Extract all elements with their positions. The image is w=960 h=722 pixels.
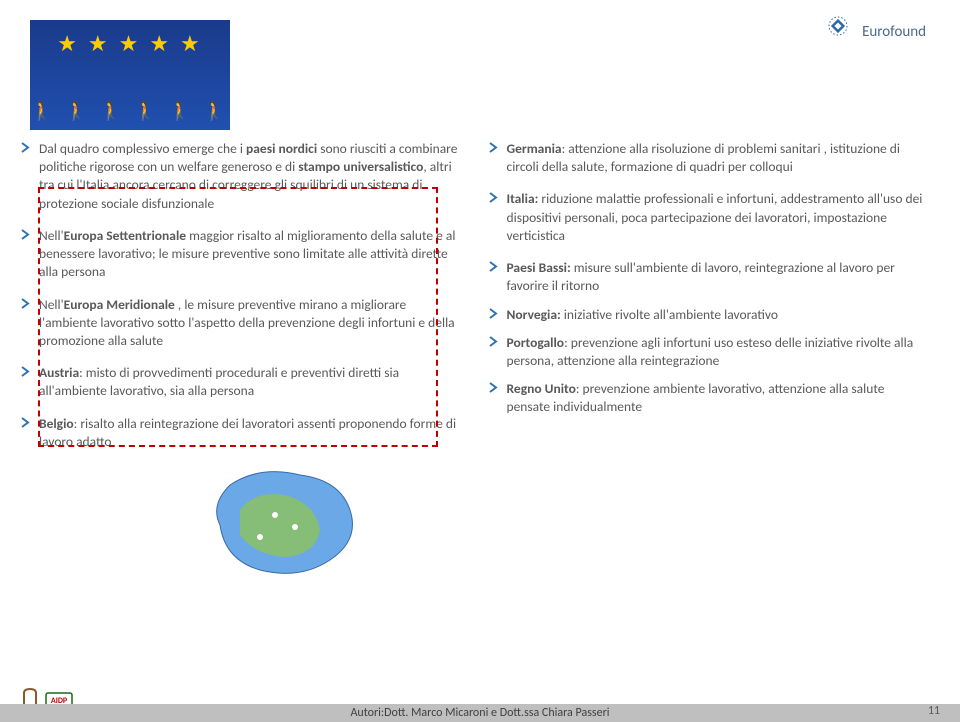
bullet-item: Nell'Europa Meridionale , le misure prev… (20, 296, 463, 351)
bullet-item: Norvegia: iniziative rivolte all'ambient… (488, 306, 931, 324)
eurofound-icon (820, 14, 856, 50)
bullet-text: Dal quadro complessivo emerge che i paes… (39, 140, 463, 213)
bullet-text: Italia: riduzione malattie professionali… (507, 190, 931, 245)
bullet-text: Norvegia: iniziative rivolte all'ambient… (507, 306, 931, 324)
bullet-text: Nell'Europa Settentrionale maggior risal… (39, 227, 463, 282)
bullet-text: Regno Unito: prevenzione ambiente lavora… (507, 380, 931, 416)
chevron-bullet-icon (20, 142, 31, 213)
eu-flag-illustration: ★ ★ ★ ★ ★ 🚶 🚶 🚶 🚶 🚶 🚶 (30, 20, 230, 130)
chevron-bullet-icon (488, 336, 499, 370)
bullet-item: Austria: misto di provvedimenti procedur… (20, 364, 463, 400)
bullet-item: Belgio: risalto alla reintegrazione dei … (20, 415, 463, 451)
chevron-bullet-icon (20, 417, 31, 451)
chevron-bullet-icon (488, 261, 499, 295)
chevron-bullet-icon (20, 366, 31, 400)
bullet-item: Nell'Europa Settentrionale maggior risal… (20, 227, 463, 282)
bullet-item: Paesi Bassi: misure sull'ambiente di lav… (488, 259, 931, 295)
eurofound-logo: Eurofound (820, 14, 926, 50)
bullet-item: Germania: attenzione alla risoluzione di… (488, 140, 931, 176)
bullet-text: Germania: attenzione alla risoluzione di… (507, 140, 931, 176)
chevron-bullet-icon (488, 308, 499, 324)
bullet-text: Nell'Europa Meridionale , le misure prev… (39, 296, 463, 351)
bullet-item: Portogallo: prevenzione agli infortuni u… (488, 334, 931, 370)
bullet-text: Austria: misto di provvedimenti procedur… (39, 364, 463, 400)
slide-content: ★ ★ ★ ★ ★ 🚶 🚶 🚶 🚶 🚶 🚶 Dal quadro comples… (0, 0, 960, 585)
bullet-item: Dal quadro complessivo emerge che i paes… (20, 140, 463, 213)
right-column: Germania: attenzione alla risoluzione di… (488, 20, 931, 585)
eurofound-label: Eurofound (862, 23, 926, 41)
chevron-bullet-icon (488, 192, 499, 245)
europe-map-illustration (200, 455, 370, 585)
right-bullet-list: Germania: attenzione alla risoluzione di… (488, 140, 931, 417)
bullet-text: Belgio: risalto alla reintegrazione dei … (39, 415, 463, 451)
bullet-text: Portogallo: prevenzione agli infortuni u… (507, 334, 931, 370)
left-bullet-list: Dal quadro complessivo emerge che i paes… (20, 140, 463, 451)
bullet-item: Regno Unito: prevenzione ambiente lavora… (488, 380, 931, 416)
chevron-bullet-icon (20, 229, 31, 282)
footer-author-bar: Autori:Dott. Marco Micaroni e Dott.ssa C… (0, 704, 960, 722)
left-column: ★ ★ ★ ★ ★ 🚶 🚶 🚶 🚶 🚶 🚶 Dal quadro comples… (20, 20, 463, 585)
chevron-bullet-icon (488, 142, 499, 176)
footer: AIDP Autori:Dott. Marco Micaroni e Dott.… (0, 682, 960, 722)
bullet-item: Italia: riduzione malattie professionali… (488, 190, 931, 245)
chevron-bullet-icon (488, 382, 499, 416)
bullet-text: Paesi Bassi: misure sull'ambiente di lav… (507, 259, 931, 295)
page-number: 11 (928, 704, 940, 718)
chevron-bullet-icon (20, 298, 31, 351)
